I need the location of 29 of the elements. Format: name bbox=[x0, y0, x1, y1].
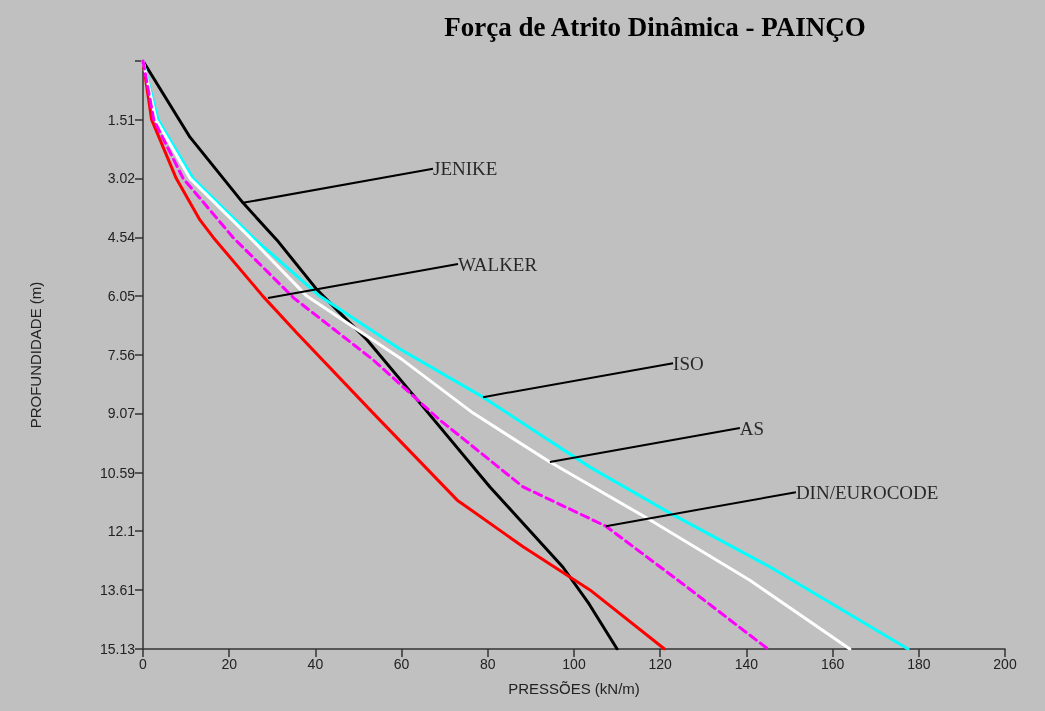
y-tick-label: 1.51 bbox=[107, 111, 136, 128]
chart-title: Força de Atrito Dinâmica - PAINÇO bbox=[444, 11, 866, 42]
x-tick-label: 40 bbox=[307, 656, 324, 672]
x-tick-label: 140 bbox=[734, 656, 759, 672]
y-tick-label: 9.07 bbox=[107, 405, 136, 422]
x-tick-label: 100 bbox=[562, 656, 586, 672]
x-tick-label: 180 bbox=[907, 656, 931, 672]
x-tick-label: 0 bbox=[139, 656, 148, 672]
annotation: DIN/EUROCODE bbox=[795, 481, 939, 503]
y-tick-label: 7.56 bbox=[107, 346, 136, 363]
annotation: ISO bbox=[673, 352, 704, 374]
y-axis-title: PROFUNDIDADE (m) bbox=[27, 281, 44, 429]
y-tick-label: 10.59 bbox=[99, 464, 136, 481]
x-tick-label: 20 bbox=[221, 656, 238, 672]
y-tick-label: 12.1 bbox=[107, 523, 136, 540]
annotation: AS bbox=[739, 417, 765, 439]
annotation: WALKER bbox=[457, 253, 538, 275]
x-tick-label: 60 bbox=[393, 656, 410, 672]
y-tick-label: 3.02 bbox=[107, 170, 136, 187]
y-tick-label: 13.61 bbox=[99, 581, 136, 598]
annotation: JENIKE bbox=[432, 158, 498, 180]
y-tick-label: 4.54 bbox=[107, 229, 136, 246]
x-tick-label: 120 bbox=[648, 656, 673, 672]
x-axis-title: PRESSÕES (kN/m) bbox=[508, 680, 640, 697]
y-tick-label: 6.05 bbox=[107, 288, 136, 305]
x-tick-label: 200 bbox=[993, 656, 1017, 672]
y-tick-label: 15.13 bbox=[99, 641, 136, 657]
x-tick-label: 160 bbox=[820, 656, 845, 672]
x-tick-label: 80 bbox=[480, 656, 496, 672]
